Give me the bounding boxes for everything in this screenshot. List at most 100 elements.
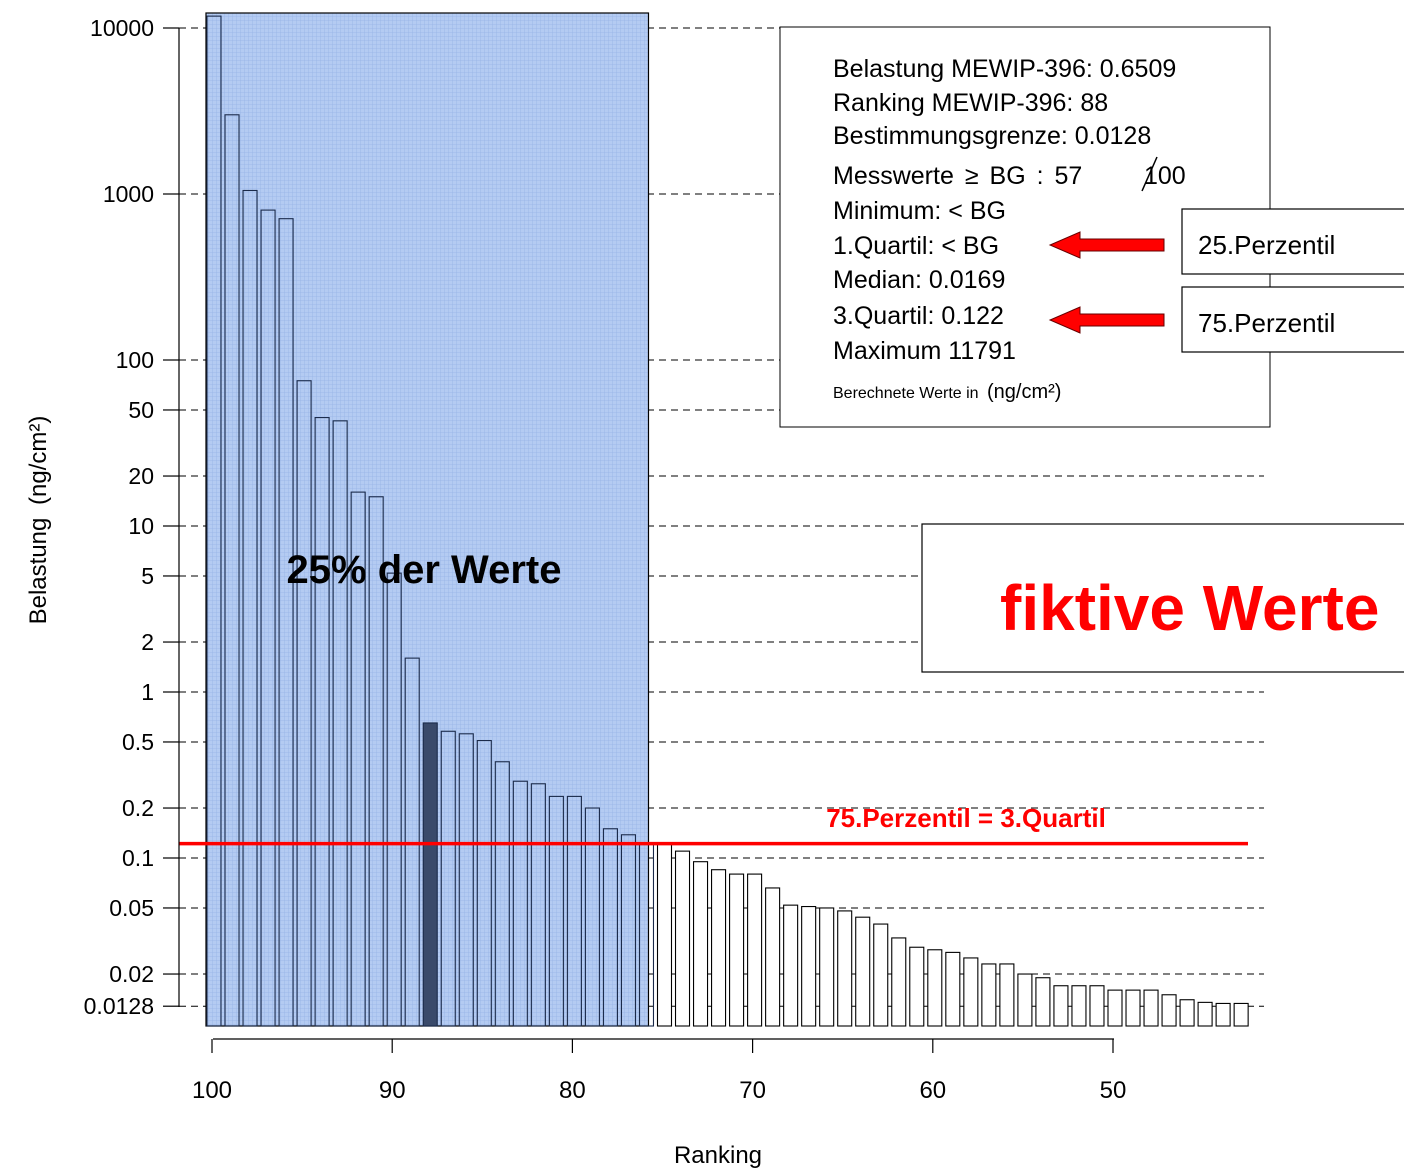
- info-quartil1: 1.Quartil: < BG: [833, 232, 999, 260]
- x-tick-label: 100: [192, 1077, 232, 1104]
- bar: [386, 572, 402, 1027]
- y-tick-label: 0.5: [122, 729, 154, 755]
- bar: [278, 218, 294, 1027]
- callout-25-label: 25.Perzentil: [1198, 230, 1335, 260]
- bar: [837, 910, 853, 1027]
- bar: [458, 733, 474, 1027]
- bar: [224, 114, 240, 1027]
- bar: [801, 905, 817, 1027]
- y-tick-label: 0.1: [122, 845, 154, 871]
- info-messwerte-slash: [1141, 156, 1158, 192]
- x-tick-label: 50: [1100, 1077, 1127, 1104]
- bar: [1035, 977, 1051, 1027]
- info-unit: Berechnete Werte in (ng/cm²): [833, 381, 1061, 403]
- bar: [963, 957, 979, 1027]
- y-tick-label: 1000: [103, 181, 154, 207]
- bar: [332, 420, 348, 1027]
- info-belastung: Belastung MEWIP-396: 0.6509: [833, 55, 1176, 83]
- bar: [1161, 994, 1177, 1027]
- info-messwerte-total: 100: [1144, 162, 1186, 190]
- bar: [584, 807, 600, 1027]
- y-tick-label: 50: [128, 397, 154, 423]
- callout-25-frame: [1181, 208, 1404, 275]
- bar: [1017, 973, 1033, 1027]
- bar: [711, 869, 727, 1027]
- bar: [891, 937, 907, 1027]
- bar: [909, 946, 925, 1027]
- bar: [729, 873, 745, 1027]
- bar: [440, 730, 456, 1027]
- bar: [1143, 989, 1159, 1027]
- bar: [566, 795, 582, 1027]
- x-tick-label: 60: [919, 1077, 946, 1104]
- bar: [747, 873, 763, 1027]
- x-axis-label: Ranking: [674, 1142, 762, 1169]
- arrow-75-icon: [1048, 306, 1165, 334]
- y-tick-label: 0.02: [109, 961, 154, 987]
- x-tick-label: 80: [559, 1077, 586, 1104]
- info-minimum: Minimum: < BG: [833, 197, 1006, 225]
- bar: [999, 963, 1015, 1027]
- callout-25-perzentil: 25.Perzentil: [1048, 208, 1404, 275]
- y-tick-label: 20: [128, 463, 154, 489]
- info-median: Median: 0.0169: [833, 266, 1005, 294]
- bar: [927, 949, 943, 1027]
- x-tick-label: 90: [379, 1077, 406, 1104]
- info-quartil3: 3.Quartil: 0.122: [833, 302, 1004, 330]
- y-tick-label: 10000: [90, 15, 154, 41]
- y-tick-label: 5: [141, 563, 154, 589]
- bar: [981, 963, 997, 1027]
- bar: [873, 923, 889, 1027]
- bars: [206, 15, 1249, 1027]
- x-axis-ticks: 100 90 80 70 60 50: [192, 1039, 1126, 1104]
- svg-text:Belastung (ng/cm²): Belastung (ng/cm²): [25, 416, 52, 625]
- bar: [620, 834, 637, 1027]
- bar: [494, 761, 510, 1027]
- bar: [1125, 989, 1141, 1027]
- callout-75-label: 75.Perzentil: [1198, 308, 1335, 338]
- info-maximum: Maximum 11791: [833, 337, 1016, 365]
- watermark: fiktive Werte: [921, 523, 1404, 673]
- bar: [548, 795, 564, 1027]
- callout-75-frame: [1181, 286, 1404, 353]
- y-tick-label: 0.0128: [84, 993, 154, 1019]
- bar: [692, 861, 709, 1027]
- bar: [1197, 1001, 1213, 1027]
- arrow-25-icon: [1048, 231, 1165, 259]
- bar: [783, 904, 799, 1027]
- bar: [819, 907, 835, 1027]
- y-tick-label: 2: [141, 629, 154, 655]
- bar: [206, 15, 222, 1027]
- y-axis-label: Belastung: [25, 518, 52, 625]
- bar: [350, 491, 366, 1027]
- bar: [512, 780, 528, 1027]
- bar: [260, 209, 276, 1027]
- y-tick-label: 100: [116, 347, 154, 373]
- quartile-line-label: 75.Perzentil = 3.Quartil: [826, 803, 1106, 833]
- bar: [296, 380, 312, 1027]
- bar: [1233, 1002, 1249, 1027]
- bar: [855, 916, 871, 1027]
- y-tick-label: 0.2: [122, 795, 154, 821]
- bar: [765, 887, 781, 1027]
- info-messwerte: Messwerte ≥ BG : 57: [833, 162, 1082, 190]
- y-tick-label: 1: [141, 679, 154, 705]
- y-axis-title: Belastung (ng/cm²): [25, 416, 52, 625]
- bar: [314, 417, 330, 1027]
- bar: [674, 850, 691, 1027]
- bar: [602, 828, 618, 1027]
- bar: [1179, 999, 1195, 1027]
- bar: [1107, 989, 1123, 1027]
- watermark-text: fiktive Werte: [1000, 572, 1379, 644]
- highlight-bar: [422, 722, 438, 1027]
- bar: [945, 951, 961, 1027]
- bar: [1071, 985, 1087, 1027]
- bar: [1053, 985, 1069, 1027]
- bar: [530, 783, 546, 1027]
- watermark-frame: [921, 523, 1404, 673]
- y-tick-label: 10: [128, 513, 154, 539]
- bar: [1089, 985, 1105, 1027]
- y-axis-ticks: 10000 1000 100 50 20 10 5 2 1 0.5 0.2 0.1 0.05 0.02 0.…: [84, 15, 179, 1019]
- bar: [656, 843, 673, 1027]
